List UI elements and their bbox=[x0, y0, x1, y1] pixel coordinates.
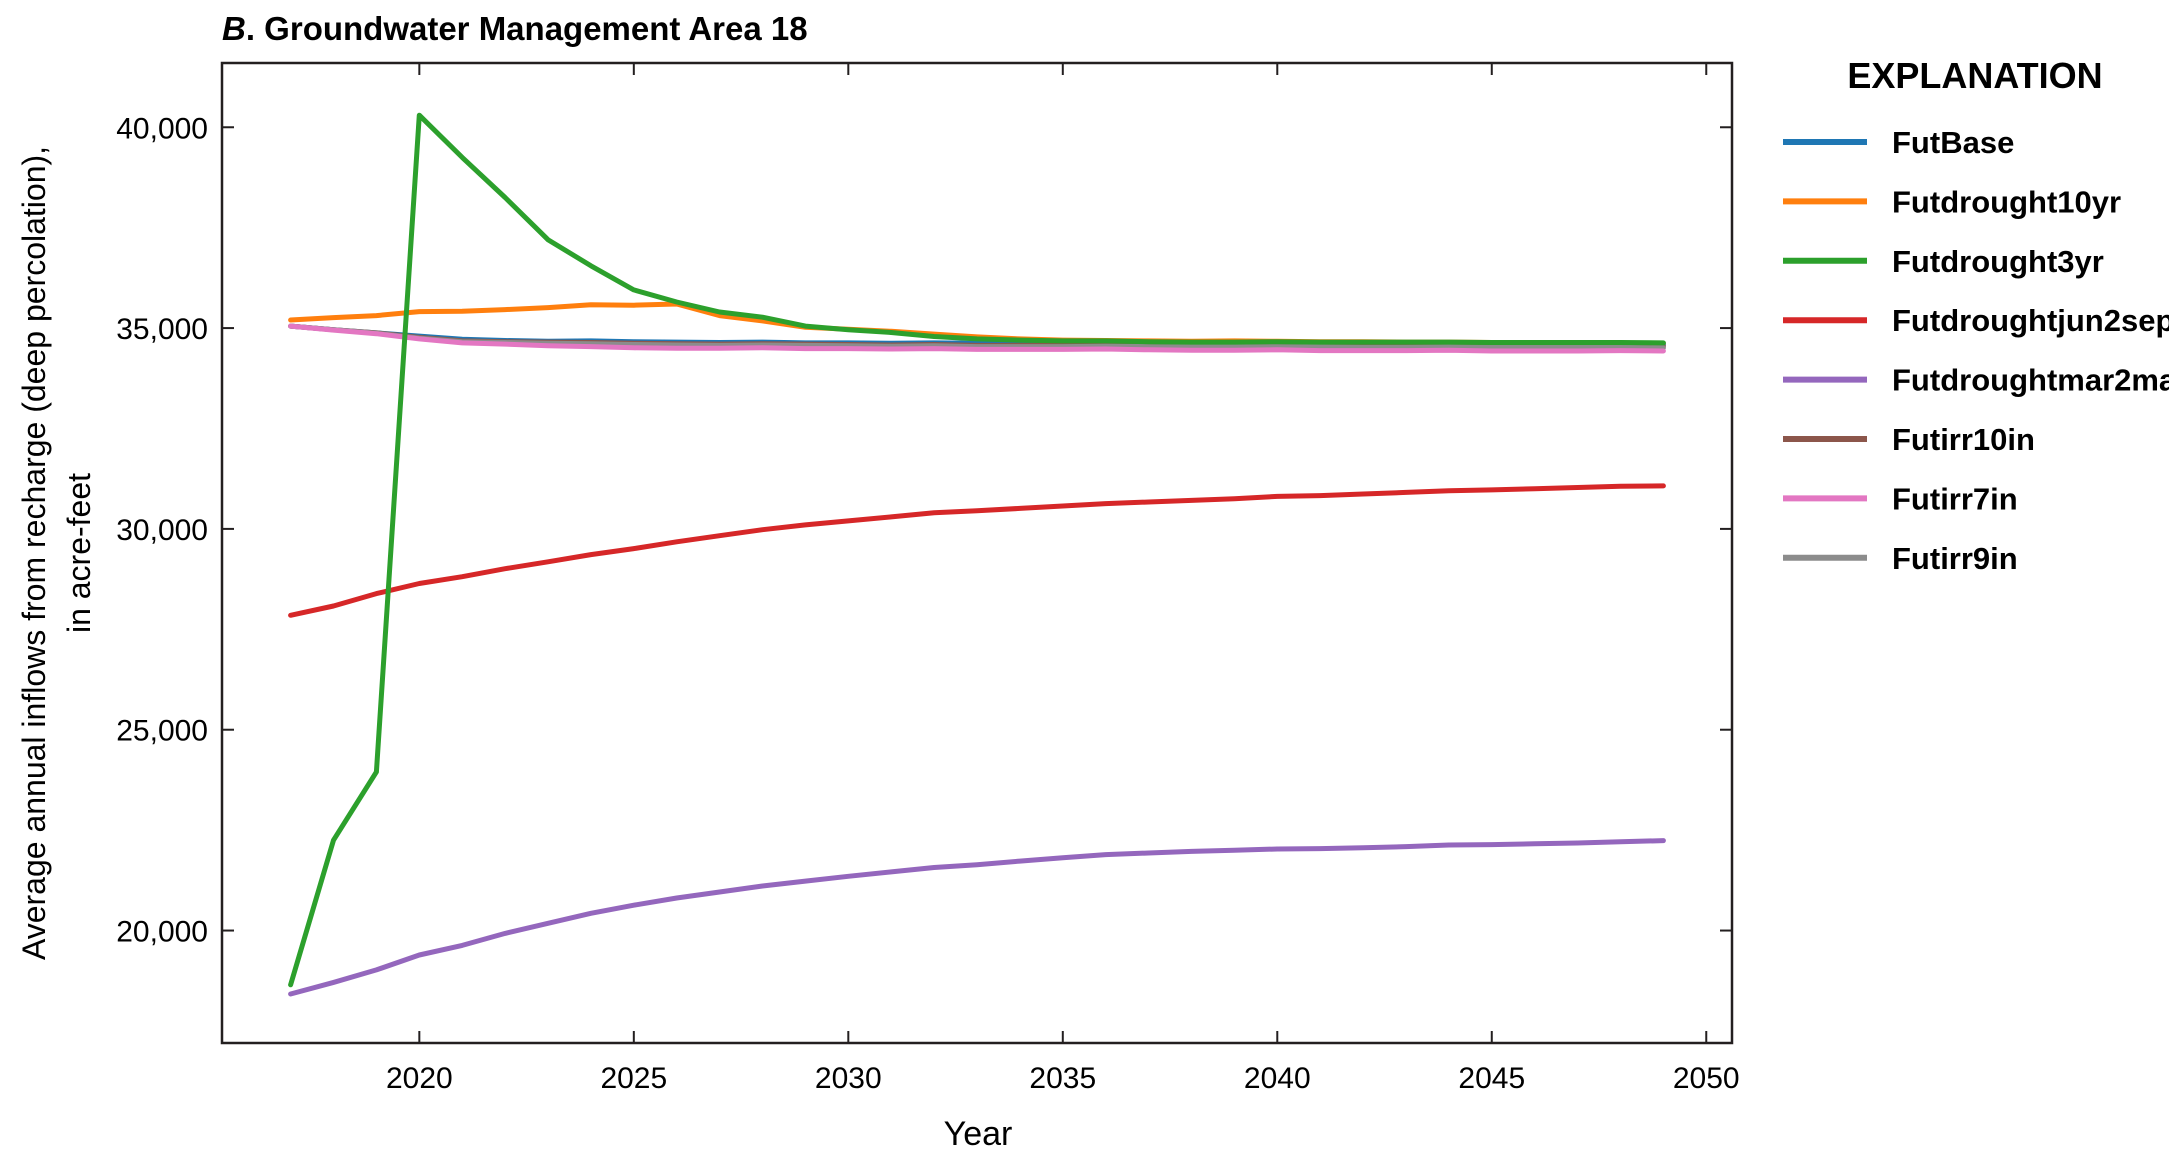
x-tick-label: 2020 bbox=[386, 1062, 453, 1095]
x-tick-label: 2045 bbox=[1458, 1062, 1525, 1095]
y-tick-label: 35,000 bbox=[116, 313, 208, 346]
x-tick-label: 2050 bbox=[1673, 1062, 1740, 1095]
y-axis-label-line1: Average annual inflows from recharge (de… bbox=[16, 146, 52, 960]
y-tick-label: 40,000 bbox=[116, 112, 208, 145]
series-lines bbox=[288, 112, 1666, 997]
series-line-futdroughtjun2sep bbox=[288, 483, 1666, 618]
x-tick-label: 2025 bbox=[600, 1062, 667, 1095]
series-line-futdroughtmar2may bbox=[288, 838, 1666, 997]
chart-title: B. Groundwater Management Area 18 bbox=[222, 10, 808, 47]
y-axis: 20,000 25,000 30,000 35,000 40,000 bbox=[116, 112, 1732, 949]
legend-label-futdrought10yr: Futdrought10yr bbox=[1892, 184, 2121, 219]
y-tick-label: 25,000 bbox=[116, 715, 208, 748]
x-tick-label: 2030 bbox=[815, 1062, 882, 1095]
series-line-futirr7in bbox=[288, 323, 1666, 354]
legend-label-futirr10in: Futirr10in bbox=[1892, 422, 2035, 457]
y-axis-label-line2: in acre-feet bbox=[61, 473, 97, 633]
legend-label-futdroughtmar2may: Futdroughtmar2may bbox=[1892, 363, 2169, 398]
y-tick-label: 20,000 bbox=[116, 916, 208, 949]
chart-title-prefix: B bbox=[222, 10, 246, 47]
chart-title-text: . Groundwater Management Area 18 bbox=[246, 10, 808, 47]
series-line-futdrought3yr bbox=[288, 112, 1666, 988]
legend-label-futirr9in: Futirr9in bbox=[1892, 541, 2018, 576]
legend-label-futbase: FutBase bbox=[1892, 125, 2014, 160]
x-tick-label: 2035 bbox=[1029, 1062, 1096, 1095]
plot-frame bbox=[220, 61, 1734, 1045]
y-tick-label: 30,000 bbox=[116, 514, 208, 547]
legend-title: EXPLANATION bbox=[1847, 55, 2102, 96]
x-axis: 2020 2025 2030 2035 2040 2045 2050 bbox=[386, 63, 1740, 1095]
legend-label-futdroughtjun2sep: Futdroughtjun2sep bbox=[1892, 303, 2169, 338]
legend: EXPLANATION FutBase Futdrought10yr Futdrou… bbox=[1783, 55, 2169, 576]
x-tick-label: 2040 bbox=[1244, 1062, 1311, 1095]
legend-label-futirr7in: Futirr7in bbox=[1892, 481, 2018, 516]
x-axis-label: Year bbox=[944, 1115, 1013, 1153]
legend-label-futdrought3yr: Futdrought3yr bbox=[1892, 244, 2104, 279]
